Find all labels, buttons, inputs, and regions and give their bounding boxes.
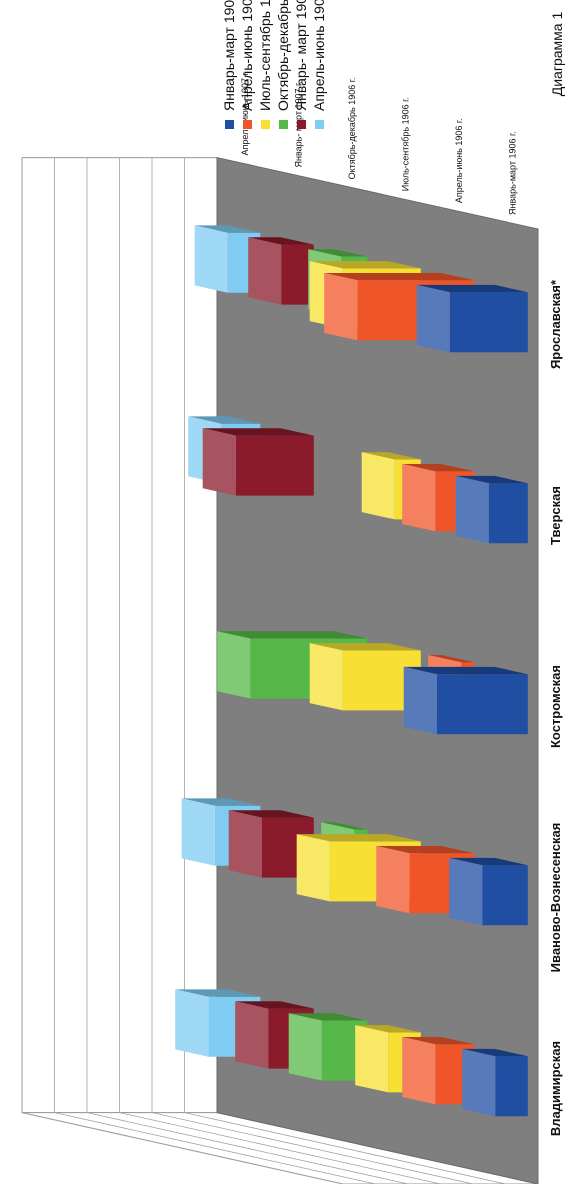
bar-front [449,292,528,353]
gridline-10 [151,157,474,1184]
bar-side [228,810,314,818]
bar-1-5 [416,284,528,353]
bar-front [281,244,314,305]
bar-top [181,798,215,866]
bar-1-4 [455,475,528,544]
legend-label: Октябрь-декабрь 1906 г. [275,0,291,111]
bar-5-5 [248,237,314,305]
bar-3-3 [309,643,421,711]
bar-side [288,1013,368,1021]
bar-front [342,650,421,711]
legend-swatch [261,120,270,129]
bar-side [194,225,261,233]
chart-title: Диаграмма 1 [549,12,565,97]
bar-top [462,1048,496,1117]
bar-front [235,435,314,496]
bar-top [288,1013,322,1081]
bar-side [321,822,368,830]
bar-top [309,643,343,711]
bar-top [455,475,489,544]
bar-1-1 [462,1048,528,1117]
bar-side [309,643,421,651]
legend-label: Апрель-июнь 1906 г. [239,0,255,111]
bar-1-2 [449,857,528,926]
bar-front [436,674,528,735]
legend-swatch [243,120,252,129]
legend-swatch [297,120,306,129]
bar-top [402,1037,436,1105]
bar-top [228,810,262,878]
bar-side [248,237,314,245]
legend-label: Апрель-июнь 1907 г. [311,0,327,111]
x-tick-label: Ярославская* [548,279,563,369]
gridline-5 [184,157,506,1184]
legend-swatch [315,120,324,129]
bar-side [175,989,261,997]
bar-side [462,1048,528,1057]
legend-label: Январь-март 1906 г. [221,0,237,111]
bar-side [308,249,368,257]
bar-side [181,798,261,806]
bar-side [361,452,421,460]
bar-front [482,865,528,926]
chart-text: 051015202530ВладимирскаяИваново-Вознесен… [221,0,565,1136]
legend-label: Январь- март 1907 г. [293,0,309,111]
bar-front [488,483,528,544]
x-tick-label: Иваново-Вознесенская [548,823,563,973]
gridline-25 [54,157,376,1184]
depth-axis-label: Апрель-июнь 1907 г. [240,71,250,156]
bar-side [402,1037,475,1045]
bar-top [248,237,282,305]
x-tick-label: Тверская [548,486,563,545]
bar-side [416,284,528,293]
bar-top [217,631,251,699]
legend-swatch [279,120,288,129]
bar-top [449,857,483,926]
depth-axis-label: Июль-сентябрь 1906 г. [400,97,410,191]
bar-top [376,846,410,914]
legend-label: Июль-сентябрь 1906 г. [257,0,273,111]
bar-side [188,416,261,424]
bar-top [324,273,358,341]
bar-top [175,989,209,1057]
bar-side [217,631,368,639]
bar-top [355,1025,389,1093]
gridline-15 [119,157,441,1184]
bar-top [361,452,395,520]
depth-axis-label: Январь-март 1906 г. [507,131,517,215]
bar-top [235,1001,269,1069]
gridline-30 [21,157,344,1184]
bar-top [194,225,228,293]
chart-bars [175,225,528,1117]
bar-side [455,475,528,484]
x-tick-label: Костромская [548,665,563,748]
depth-axis-label: Октябрь-декабрь 1906 г. [347,78,357,180]
legend-swatch [225,120,234,129]
bar-side [324,273,475,281]
bar-side [202,428,314,436]
bar-side [402,464,475,472]
depth-axis-label: Апрель-июнь 1906 г. [454,118,464,203]
bar-side [296,834,421,842]
bar-top [403,666,437,735]
bar-side [309,261,421,269]
bar-side [403,666,528,675]
bar-top [202,428,236,496]
bar-side [428,655,475,663]
bar-top [416,284,450,353]
gridline-20 [86,157,409,1184]
bar-side [355,1025,421,1033]
bar-side [449,857,528,866]
bar-side [235,1001,314,1009]
bar-5-4 [202,428,314,496]
bar-side [376,846,475,854]
bar-1-3 [403,666,528,735]
x-tick-label: Владимирская [548,1041,563,1136]
bar-top [402,464,436,532]
bar-front [495,1056,528,1117]
bar-top [296,834,330,902]
